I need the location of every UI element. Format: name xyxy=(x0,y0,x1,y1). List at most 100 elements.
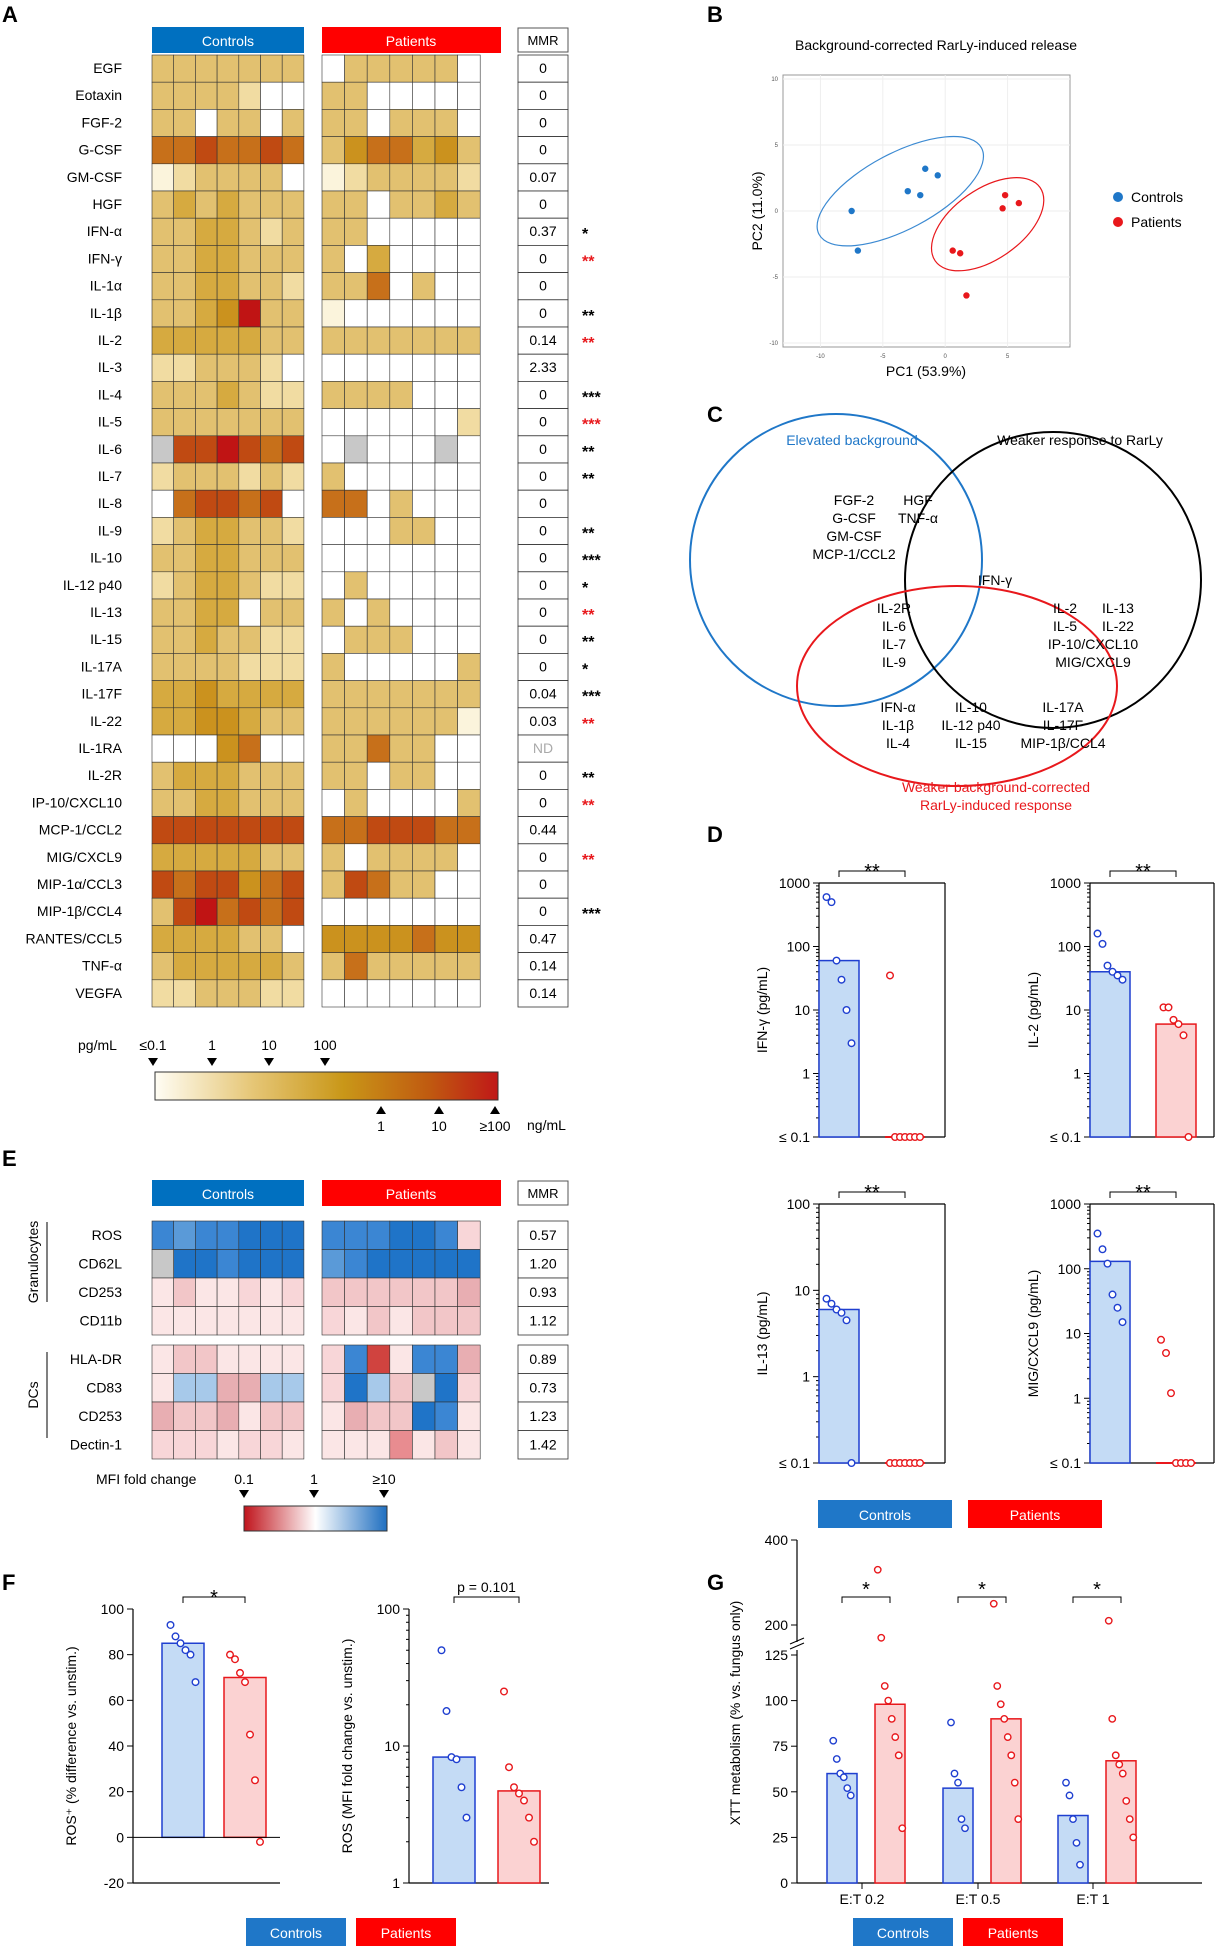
mmr-value-10: 0.14 xyxy=(529,332,556,348)
heat-cell-controls xyxy=(281,408,305,437)
heat-cell-controls xyxy=(195,680,218,709)
heat-cell-controls xyxy=(195,625,218,654)
heat-cell-controls xyxy=(173,571,196,600)
heat-cell-patients xyxy=(412,326,436,355)
heat-cell-patients xyxy=(366,163,391,192)
heat-cell-patients xyxy=(434,245,458,273)
significance-label: * xyxy=(1093,1579,1101,1601)
significance-bracket xyxy=(841,1596,891,1603)
heat-cell-controls xyxy=(173,245,196,273)
data-point-controls xyxy=(1118,1318,1127,1327)
mmr-value: 0.73 xyxy=(529,1380,556,1396)
heat-cell-controls xyxy=(238,1373,261,1403)
heat-cell-patients xyxy=(366,1373,391,1403)
mmr-header-box xyxy=(517,27,569,53)
mmr-cell xyxy=(517,571,569,600)
heat-cell-patients xyxy=(457,925,481,953)
d-legend-controls-box xyxy=(818,1500,952,1528)
panel-b-pca: Background-corrected RarLy-induced relea… xyxy=(749,37,1183,379)
bar-plot-1: ≤ 0.1 1 10 100 1000 ** IL-2 (pg/mL) xyxy=(1025,861,1215,1145)
heat-cell-patients xyxy=(321,245,345,273)
y-tick-label: 10 xyxy=(1065,1326,1081,1342)
heat-cell-controls xyxy=(260,625,283,654)
mmr-value: 0.89 xyxy=(529,1351,556,1367)
mmr-value-3: 0 xyxy=(539,142,547,158)
heat-cell-patients xyxy=(457,897,481,926)
heat-cell-controls xyxy=(195,979,218,1008)
heat-cell-controls xyxy=(216,925,240,953)
heat-cell-patients xyxy=(412,979,436,1008)
data-point-patients xyxy=(877,1633,886,1642)
heat-cell-patients xyxy=(344,1249,368,1279)
significance-9: ** xyxy=(582,308,595,325)
mmr-cell xyxy=(517,81,569,110)
mmr-value-25: ND xyxy=(533,740,553,756)
venn-item: IL-4 xyxy=(886,735,910,751)
data-point-patients xyxy=(1166,1389,1175,1398)
scale-arrow-bottom xyxy=(376,1106,386,1114)
data-point-controls xyxy=(843,1784,852,1793)
heat-cell-controls xyxy=(281,81,305,110)
heat-cell-controls xyxy=(260,571,283,600)
heat-cell-controls xyxy=(195,462,218,491)
heat-cell-patients xyxy=(344,870,368,899)
significance-12: *** xyxy=(582,389,601,406)
heat-cell-controls xyxy=(195,1401,218,1431)
axis-break-mark xyxy=(789,1637,805,1645)
heat-cell-controls xyxy=(216,789,240,817)
data-point-controls xyxy=(176,1639,185,1648)
heat-cell-controls xyxy=(173,870,196,899)
mmr-value-18: 0 xyxy=(539,550,547,566)
heat-cell-patients xyxy=(434,1401,458,1431)
heat-cell-patients xyxy=(457,870,481,899)
heat-cell-patients xyxy=(389,190,413,219)
heat-cell-patients xyxy=(412,544,436,573)
pca-xlabel: PC1 (53.9%) xyxy=(886,363,966,379)
y-tick-label: 80 xyxy=(108,1647,124,1663)
mmr-cell xyxy=(517,707,569,736)
f-legend-patients: Patients xyxy=(381,1925,432,1941)
data-point-controls xyxy=(842,1006,851,1015)
heat-cell-controls xyxy=(151,54,175,83)
heat-cell-patients xyxy=(457,1430,481,1460)
data-point-controls xyxy=(842,1316,851,1325)
mmr-cell xyxy=(517,136,569,165)
mmr-value-29: 0 xyxy=(539,849,547,865)
x-category-label: E:T 1 xyxy=(1076,1891,1109,1907)
y-tick-label: 1 xyxy=(802,1066,810,1082)
heat-cell-controls xyxy=(216,870,240,899)
pca-point-patients xyxy=(949,247,956,254)
mmr-value: 1.20 xyxy=(529,1256,556,1272)
patients-header xyxy=(322,27,501,53)
mmr-cell xyxy=(517,653,569,682)
heat-cell-patients xyxy=(457,1306,481,1336)
mmr-cell xyxy=(517,625,569,654)
heat-cell-patients xyxy=(321,381,345,409)
e-controls-header xyxy=(152,1180,304,1206)
bar-patients xyxy=(874,1703,906,1884)
heat-cell-controls xyxy=(173,843,196,872)
axis-break-mark xyxy=(789,1642,805,1650)
heat-cell-patients xyxy=(412,952,436,981)
heat-cell-controls xyxy=(195,1430,218,1460)
scale-arrow-bottom xyxy=(490,1106,500,1114)
venn-item: MIG/CXCL9 xyxy=(1055,654,1131,670)
heat-cell-controls xyxy=(260,761,283,790)
heat-cell-controls xyxy=(281,761,305,790)
heat-cell-controls xyxy=(216,544,240,573)
heat-cell-controls xyxy=(281,952,305,981)
cytokine-label-30: MIP-1α/CCL3 xyxy=(37,876,122,892)
data-point-controls xyxy=(437,1646,446,1655)
heat-cell-controls xyxy=(238,517,261,545)
bar-plot-2: ≤ 0.1 1 10 100 ** IL-13 (pg/mL) xyxy=(754,1182,946,1471)
heat-cell-patients xyxy=(434,489,458,518)
heat-cell-controls xyxy=(216,54,240,83)
heat-cell-controls xyxy=(151,408,175,437)
heat-cell-controls xyxy=(238,979,261,1008)
heat-cell-controls xyxy=(260,1306,283,1336)
heat-cell-controls xyxy=(281,190,305,219)
cytokine-label-3: G-CSF xyxy=(78,142,122,158)
mmr-cell xyxy=(517,54,569,83)
heat-cell-patients xyxy=(321,217,345,246)
marker-label: CD253 xyxy=(78,1284,122,1300)
